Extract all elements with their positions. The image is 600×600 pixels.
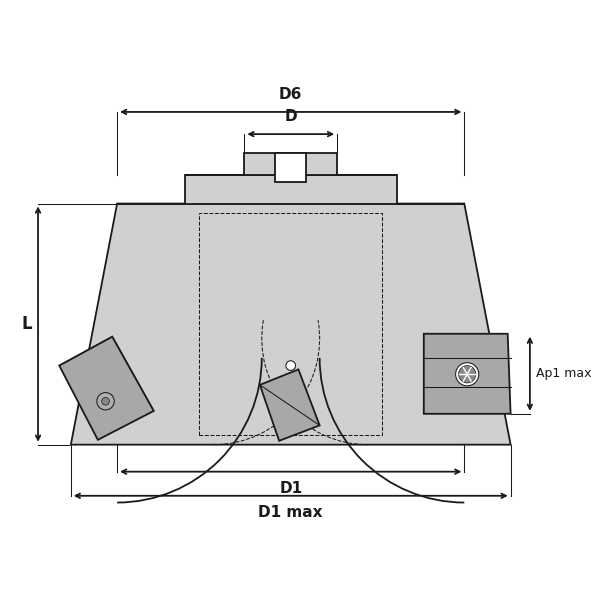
Text: D1 max: D1 max [259, 505, 323, 520]
Text: L: L [22, 315, 32, 333]
Circle shape [455, 362, 479, 386]
Circle shape [97, 392, 114, 410]
Bar [199, 213, 382, 435]
Polygon shape [117, 175, 464, 203]
Polygon shape [424, 334, 511, 414]
Polygon shape [260, 370, 320, 441]
Text: D: D [284, 109, 297, 124]
Text: Ap1 max: Ap1 max [536, 367, 591, 380]
Circle shape [286, 361, 296, 370]
Circle shape [458, 365, 476, 383]
Text: D1: D1 [279, 481, 302, 496]
Text: D6: D6 [279, 87, 302, 102]
Polygon shape [185, 154, 397, 175]
Polygon shape [59, 337, 154, 440]
Polygon shape [71, 203, 511, 445]
Circle shape [101, 397, 109, 405]
Polygon shape [275, 154, 306, 182]
